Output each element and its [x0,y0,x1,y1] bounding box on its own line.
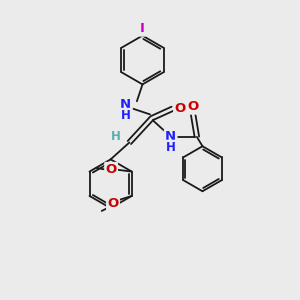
Text: I: I [140,22,145,35]
Text: N: N [165,130,176,143]
Text: N: N [120,98,131,112]
Text: O: O [106,163,117,176]
Text: H: H [111,130,121,143]
Text: O: O [188,100,199,113]
Text: O: O [107,197,118,210]
Text: O: O [174,102,186,115]
Text: H: H [122,109,131,122]
Text: H: H [166,141,176,154]
